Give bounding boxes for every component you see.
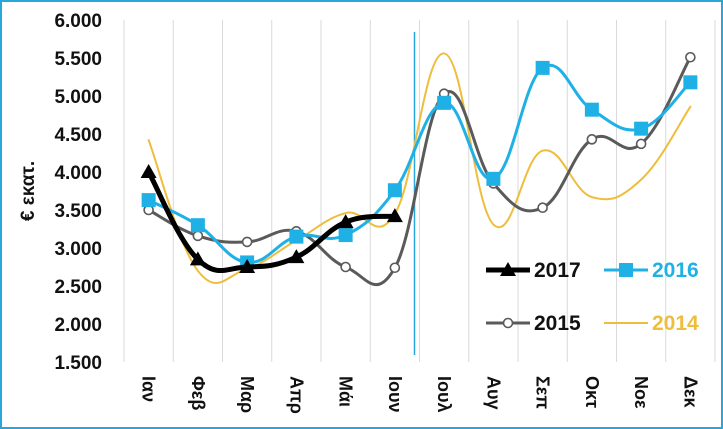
data-point [189, 251, 206, 266]
y-tick-label: 3.000 [54, 239, 102, 260]
x-tick-label: Ιουλ [434, 376, 454, 412]
data-point [535, 60, 550, 75]
data-point [140, 164, 157, 178]
y-tick-label: 5.000 [54, 87, 102, 108]
x-tick-label: Μάι [336, 376, 356, 407]
data-point [288, 249, 305, 264]
legend-label: 2014 [652, 312, 699, 335]
legend-label: 2017 [534, 259, 581, 282]
data-point [586, 134, 598, 145]
data-point [289, 229, 304, 244]
x-tick-label: Οκτ [582, 376, 602, 408]
legend-item-2016: 2016 [604, 259, 699, 282]
data-point [389, 262, 401, 274]
data-point [338, 228, 353, 243]
data-point [340, 261, 351, 273]
x-tick-label: Απρ [286, 376, 306, 414]
series-2017 [140, 164, 403, 273]
x-tick-label: Φεβ [188, 376, 208, 410]
data-point [502, 317, 514, 329]
y-tick-label: 5.500 [54, 49, 102, 70]
data-point [619, 263, 633, 277]
data-point [500, 262, 516, 276]
legend-item-2015: 2015 [486, 312, 581, 335]
x-tick-label: Αυγ [483, 376, 503, 410]
y-tick-label: 4.000 [54, 163, 102, 184]
y-tick-label: 6.000 [54, 11, 102, 32]
data-point [192, 230, 204, 242]
legend-item-2014: 2014 [604, 312, 699, 335]
data-point [337, 214, 354, 229]
y-tick-label: 2.000 [54, 315, 102, 336]
y-axis-label: € εκατ. [18, 161, 39, 221]
y-tick-label: 2.500 [54, 277, 102, 298]
x-tick-label: Νοε [631, 376, 651, 409]
x-tick-label: Σεπ [533, 376, 553, 409]
data-point [386, 208, 403, 223]
legend-item-2017: 2017 [486, 259, 581, 282]
data-point [241, 236, 253, 248]
data-point [683, 75, 698, 90]
data-point [190, 218, 205, 233]
data-point [437, 95, 452, 110]
series-line [147, 55, 692, 287]
y-tick-label: 4.500 [54, 125, 102, 146]
data-point [584, 102, 599, 117]
data-point [635, 138, 647, 150]
x-tick-label: Ιουν [385, 376, 405, 412]
data-point [387, 183, 402, 198]
data-point [685, 51, 696, 63]
data-point [634, 121, 649, 136]
y-tick-label: 3.500 [54, 201, 102, 222]
data-point [537, 202, 548, 214]
x-tick-label: Μαρ [237, 376, 257, 413]
data-point [239, 259, 256, 273]
x-tick-label: Ιαν [139, 376, 159, 402]
data-point [486, 171, 501, 186]
y-tick-label: 1.500 [54, 353, 102, 374]
data-point [141, 193, 156, 208]
x-tick-label: Δεκ [680, 376, 700, 408]
legend-label: 2015 [534, 312, 581, 335]
legend-label: 2016 [652, 259, 699, 282]
